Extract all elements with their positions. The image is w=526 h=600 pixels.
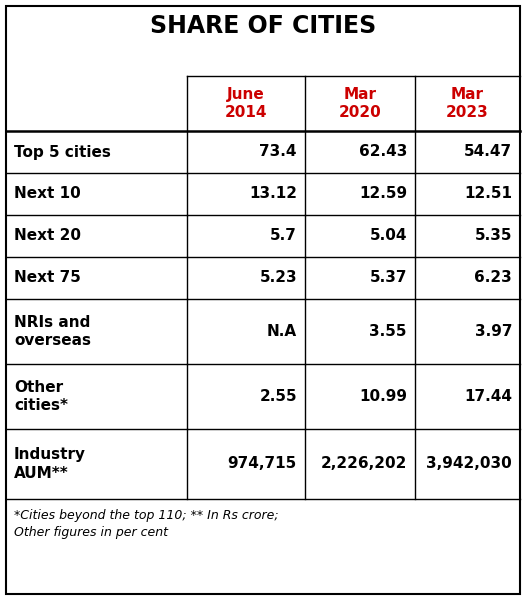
Text: 12.51: 12.51: [464, 187, 512, 202]
Text: 5.23: 5.23: [259, 271, 297, 286]
Text: 5.7: 5.7: [270, 229, 297, 244]
Text: 974,715: 974,715: [228, 457, 297, 472]
Text: *Cities beyond the top 110; ** In Rs crore;
Other figures in per cent: *Cities beyond the top 110; ** In Rs cro…: [14, 509, 279, 539]
Text: 6.23: 6.23: [474, 271, 512, 286]
Text: 13.12: 13.12: [249, 187, 297, 202]
Text: Top 5 cities: Top 5 cities: [14, 145, 111, 160]
Text: 62.43: 62.43: [359, 145, 407, 160]
Text: Other
cities*: Other cities*: [14, 380, 68, 413]
Text: 17.44: 17.44: [464, 389, 512, 404]
Text: Mar
2020: Mar 2020: [339, 87, 381, 120]
Text: 2,226,202: 2,226,202: [321, 457, 407, 472]
Text: Next 20: Next 20: [14, 229, 81, 244]
Text: 2.55: 2.55: [259, 389, 297, 404]
Text: 73.4: 73.4: [259, 145, 297, 160]
Text: 10.99: 10.99: [359, 389, 407, 404]
Text: N.A: N.A: [267, 324, 297, 339]
Text: 12.59: 12.59: [359, 187, 407, 202]
Text: 5.35: 5.35: [474, 229, 512, 244]
Text: SHARE OF CITIES: SHARE OF CITIES: [150, 14, 376, 38]
Text: Next 75: Next 75: [14, 271, 81, 286]
Text: 5.04: 5.04: [369, 229, 407, 244]
Text: June
2014: June 2014: [225, 87, 267, 120]
Text: 3,942,030: 3,942,030: [426, 457, 512, 472]
Text: NRIs and
overseas: NRIs and overseas: [14, 314, 91, 348]
Text: 3.97: 3.97: [474, 324, 512, 339]
Text: Mar
2023: Mar 2023: [446, 87, 489, 120]
Text: Industry
AUM**: Industry AUM**: [14, 447, 86, 481]
Text: Next 10: Next 10: [14, 187, 81, 202]
Text: 3.55: 3.55: [369, 324, 407, 339]
Text: 5.37: 5.37: [369, 271, 407, 286]
Text: 54.47: 54.47: [464, 145, 512, 160]
